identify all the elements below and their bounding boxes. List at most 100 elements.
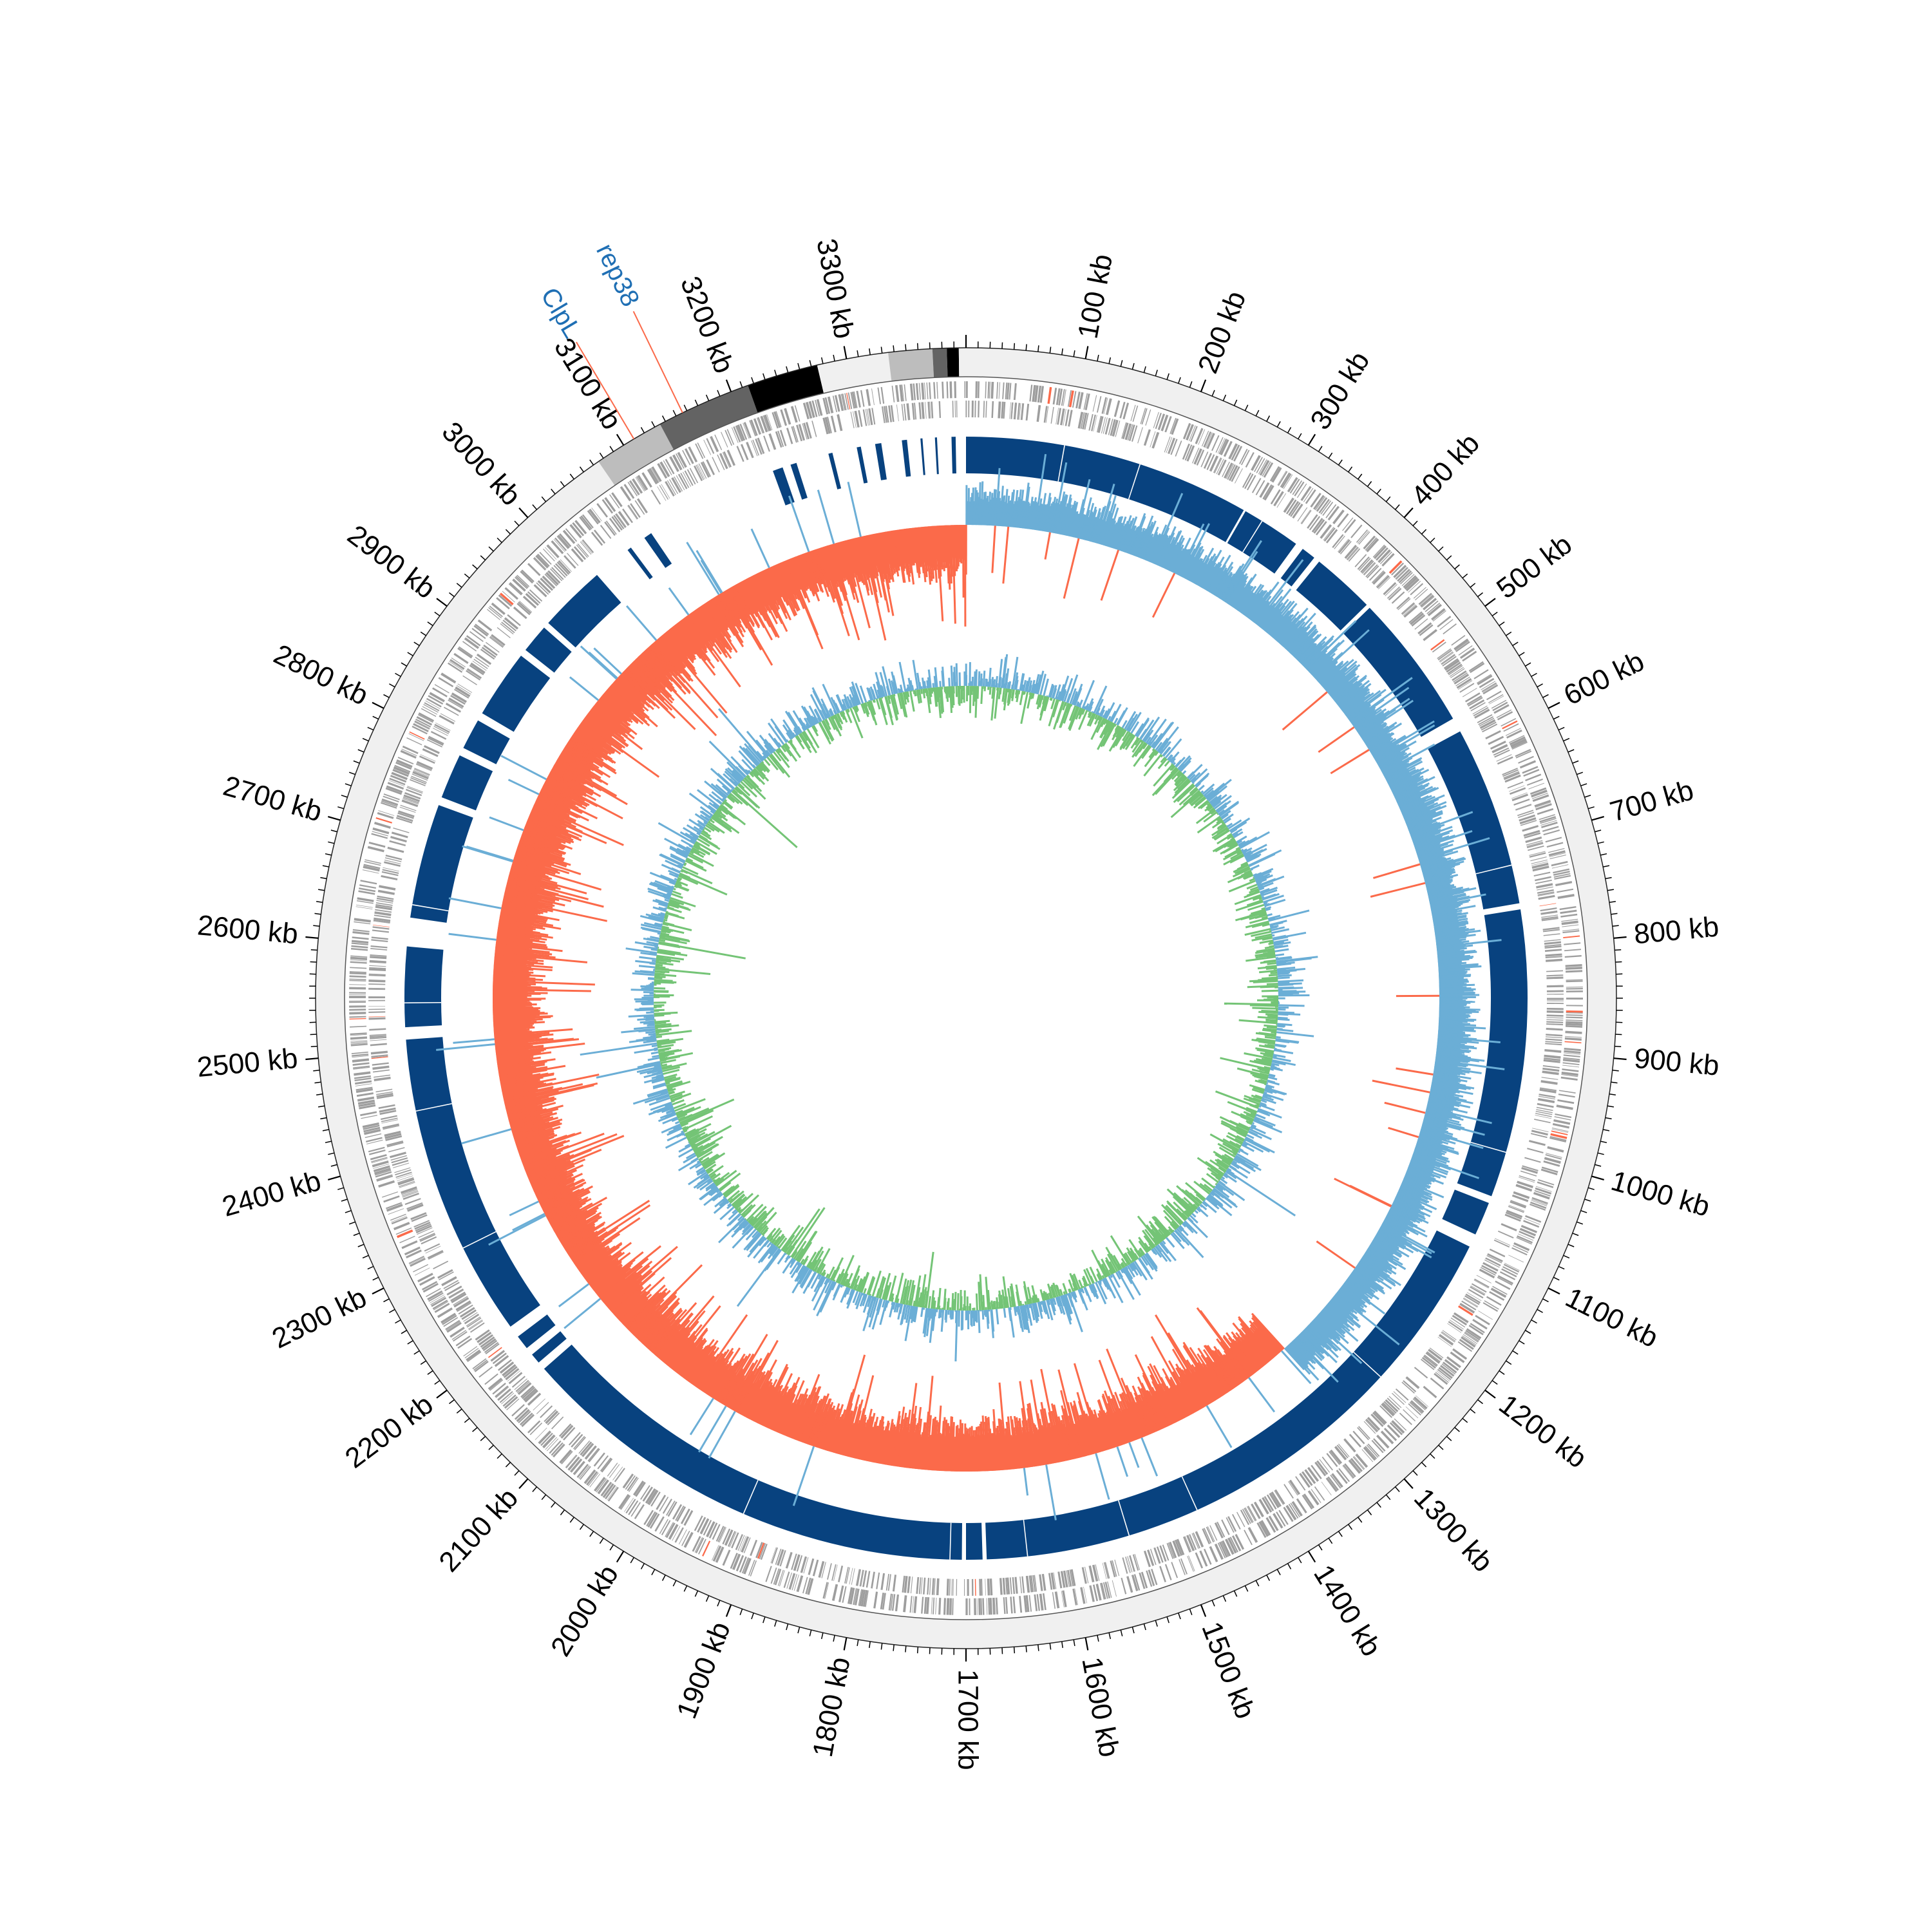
orf-forward: [1228, 443, 1238, 460]
orf-forward: [851, 392, 857, 409]
orf-forward: [559, 1449, 573, 1464]
orf-forward: [1220, 1541, 1229, 1557]
orf-forward: [1311, 1489, 1321, 1503]
gc-skew-bar: [1354, 1267, 1385, 1290]
gc-skew-bar: [1369, 737, 1392, 752]
orf-forward: [1396, 567, 1408, 580]
orf-reverse: [482, 1340, 498, 1352]
orf-forward: [1023, 1595, 1028, 1613]
gc-skew-bar: [1302, 645, 1323, 667]
gc-skew-bar: [1390, 776, 1420, 791]
gc-skew-bar: [1397, 1191, 1421, 1204]
orf-reverse: [931, 1578, 934, 1595]
orf-forward: [1412, 1398, 1426, 1410]
gc-skew-bar: [1427, 1103, 1468, 1114]
gc-skew-bar: [1332, 683, 1354, 701]
orf-reverse: [1441, 1331, 1456, 1342]
orf-forward: [676, 453, 685, 469]
gc-skew-bar: [1289, 625, 1317, 654]
orf-reverse: [667, 480, 676, 495]
orf-reverse: [1430, 639, 1445, 651]
orf-reverse: [1019, 402, 1021, 420]
gc-skew-bar: [1208, 564, 1227, 593]
gc-skew-spike: [1330, 749, 1370, 775]
orf-forward: [1562, 1062, 1580, 1066]
orf-reverse: [649, 1490, 659, 1506]
orf-reverse: [777, 430, 784, 448]
orf-forward: [1141, 408, 1148, 425]
gc-skew-bar: [1399, 1185, 1433, 1201]
orf-reverse: [1302, 1471, 1313, 1486]
gc-skew-bar: [1430, 1089, 1464, 1098]
orf-reverse: [1544, 945, 1562, 949]
orf-forward: [715, 1546, 724, 1563]
orf-reverse: [850, 412, 855, 429]
gc-skew-bar: [1434, 1068, 1466, 1075]
gc-skew-bar: [1082, 516, 1090, 540]
orf-reverse: [968, 401, 970, 418]
gc-skew-bar: [1435, 938, 1466, 944]
orf-reverse: [577, 544, 589, 557]
gc-skew-bar: [1154, 1390, 1172, 1426]
orf-reverse: [1441, 654, 1455, 665]
gc-skew-bar: [972, 488, 974, 526]
orf-reverse: [448, 697, 464, 708]
orf-reverse: [1002, 1578, 1006, 1595]
orf-forward: [1195, 428, 1204, 444]
orf-reverse: [481, 1338, 497, 1350]
orf-forward: [367, 846, 384, 853]
orf-forward: [1435, 1372, 1449, 1383]
gc-skew-bar: [1365, 724, 1395, 745]
gc-skew-bar: [1145, 1390, 1165, 1429]
gc-skew-bar: [1114, 1392, 1135, 1441]
orf-forward: [432, 1300, 448, 1310]
orf-forward: [1294, 481, 1305, 497]
orf-forward: [1491, 699, 1507, 709]
orf-reverse: [1374, 1410, 1387, 1425]
gc-skew-bar: [1363, 1255, 1392, 1275]
orf-forward: [359, 1104, 376, 1110]
gc-skew-bar: [1350, 677, 1413, 723]
orf-forward: [402, 745, 419, 754]
gc-skew-spike: [1044, 532, 1051, 560]
orf-reverse: [415, 1223, 431, 1232]
orf-forward: [632, 478, 643, 494]
gc-skew-bar: [1148, 534, 1162, 563]
orf-forward: [1564, 1052, 1581, 1055]
orf-forward: [1543, 1160, 1560, 1167]
orf-forward: [1537, 808, 1554, 815]
orf-reverse: [516, 603, 531, 616]
gc-skew-bar: [1052, 462, 1068, 533]
gc-skew-bar: [1420, 857, 1446, 867]
orf-reverse: [634, 500, 645, 515]
orf-reverse: [1546, 990, 1564, 992]
orf-reverse: [1368, 567, 1382, 581]
gc-skew-bar: [1117, 520, 1129, 551]
orf-reverse: [417, 1227, 433, 1235]
gc-skew-bar: [1437, 961, 1463, 965]
gc-skew-bar: [1342, 1283, 1363, 1300]
orf-reverse: [1452, 670, 1467, 681]
gc-skew-bar: [1424, 1115, 1462, 1126]
orf-forward: [365, 859, 381, 864]
orf-forward: [382, 1191, 399, 1198]
gc-skew-bar: [1401, 1183, 1433, 1198]
orf-reverse: [763, 435, 770, 452]
orf-forward: [1482, 683, 1497, 693]
gc-skew-bar: [1395, 782, 1430, 800]
orf-reverse: [1482, 1262, 1499, 1272]
gc-skew-bar: [1385, 1215, 1416, 1233]
gc-skew-bar: [1001, 495, 1006, 527]
orf-forward: [502, 1394, 516, 1407]
gc-skew-bar: [1394, 1197, 1421, 1212]
orf-reverse: [1381, 1403, 1395, 1417]
gc-skew-bar: [1437, 947, 1467, 952]
gc-skew-bar: [1139, 524, 1154, 558]
orf-reverse: [425, 1245, 441, 1254]
orf-reverse: [1426, 1351, 1441, 1362]
orf-forward: [1083, 393, 1088, 410]
orf-reverse: [403, 794, 421, 802]
gc-skew-bar: [1025, 503, 1030, 529]
orf-forward: [1300, 486, 1312, 501]
orf-reverse: [497, 627, 511, 639]
